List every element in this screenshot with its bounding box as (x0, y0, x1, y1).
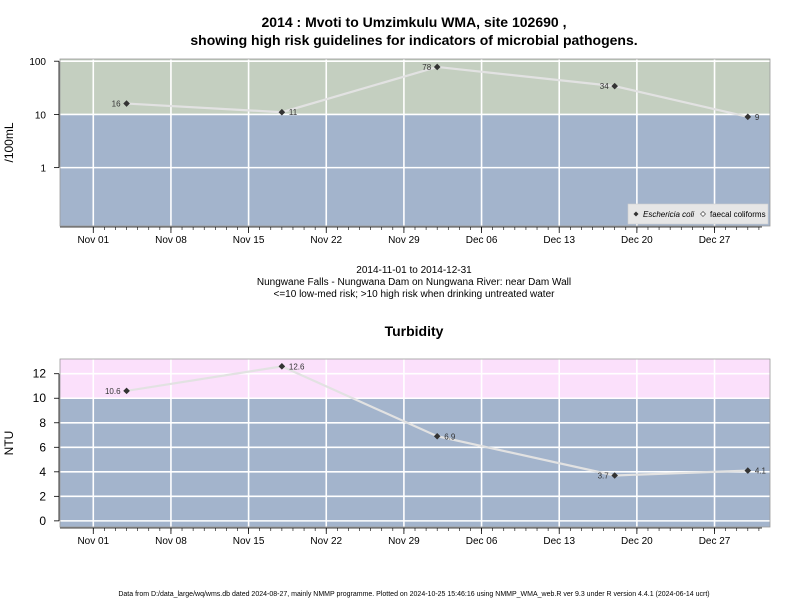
data-point (744, 467, 752, 474)
y-tick-label: 10 (35, 110, 47, 121)
x-tick-label: Nov 01 (77, 235, 109, 246)
legend-marker-faecal (700, 211, 706, 217)
turbidity-chart-title: Turbidity (385, 323, 444, 339)
subtitle-site-name: Nungwane Falls - Nungwana Dam on Nungwan… (257, 277, 571, 288)
data-point (611, 82, 618, 90)
x-tick-label: Dec 06 (466, 235, 498, 246)
subtitle-risk-note: <=10 low-med risk; >10 high risk when dr… (274, 289, 556, 300)
x-tick-label: Dec 20 (621, 536, 653, 547)
data-label: 78 (422, 63, 431, 72)
x-tick-label: Nov 01 (77, 536, 109, 547)
data-point (744, 113, 752, 121)
high-risk-band (60, 359, 770, 399)
data-label: 6.9 (444, 432, 456, 441)
y-tick-label: 4 (39, 465, 46, 479)
footer-note: Data from D:/data_large/wq/wms.db dated … (118, 591, 709, 598)
x-tick-label: Nov 29 (388, 536, 420, 547)
legend-label-faecal: faecal coliforms (710, 210, 766, 219)
x-tick-label: Nov 29 (388, 235, 420, 246)
y-tick-label: 2 (39, 489, 46, 503)
subtitle-date-range: 2014-11-01 to 2014-12-31 (356, 265, 472, 276)
x-tick-label: Dec 20 (621, 235, 653, 246)
x-tick-label: Dec 13 (543, 536, 575, 547)
x-tick-label: Nov 22 (310, 536, 342, 547)
data-label: 3.7 (598, 471, 610, 480)
data-label: 9 (755, 113, 760, 122)
data-point (611, 472, 618, 479)
data-label: 34 (600, 82, 609, 91)
data-label: 12.6 (289, 362, 305, 371)
data-label: 16 (112, 100, 121, 109)
low-risk-band (60, 398, 770, 527)
legend-label-ecoli: Eschericia coli (643, 210, 694, 219)
x-tick-label: Dec 27 (699, 235, 731, 246)
data-point (123, 100, 130, 107)
y-tick-label: 100 (29, 57, 46, 68)
y-tick-label: 8 (39, 416, 46, 430)
data-point (278, 108, 286, 116)
page-title-line2: showing high risk guidelines for indicat… (190, 32, 637, 48)
data-point (433, 432, 441, 440)
x-tick-label: Dec 13 (543, 235, 575, 246)
legend-box (627, 203, 769, 225)
data-label: 10.6 (105, 387, 121, 396)
microbial-chart-panel: 1 10 100/100mL Nov 01 Nov 08 Nov 15 Nov 22 Nov … (2, 57, 771, 246)
y-axis-label: /100mL (2, 122, 16, 162)
x-tick-label: Nov 22 (310, 235, 342, 246)
page-title-line1: 2014 : Mvoti to Umzimkulu WMA, site 1026… (262, 14, 567, 30)
x-tick-label: Dec 27 (699, 536, 731, 547)
data-point (123, 387, 130, 395)
y-tick-label: 12 (33, 367, 47, 381)
x-tick-label: Nov 08 (155, 235, 187, 246)
y-tick-label: 6 (39, 440, 46, 454)
data-point (278, 363, 286, 370)
chart-legend: Eschericia coli faecal coliforms (627, 203, 769, 225)
x-tick-label: Nov 08 (155, 536, 187, 547)
data-label: 4.1 (755, 467, 767, 476)
legend-marker-ecoli (633, 211, 639, 217)
x-tick-label: Dec 06 (466, 536, 498, 547)
x-tick-label: Nov 15 (233, 235, 265, 246)
data-label: 11 (289, 108, 298, 117)
data-point (433, 63, 441, 71)
y-axis-label: NTU (2, 431, 16, 456)
high-risk-band (60, 59, 770, 115)
y-tick-label: 10 (33, 391, 47, 405)
plot-frame (59, 358, 771, 528)
plot-frame (59, 58, 771, 227)
x-tick-label: Nov 15 (233, 536, 265, 547)
turbidity-chart-panel: 0 2 4 6 8 10 12 NTU Nov 01 Nov 08 Nov 15 Nov 22 Nov … (2, 358, 771, 547)
y-tick-label: 1 (40, 164, 46, 175)
y-tick-label: 0 (39, 514, 46, 528)
